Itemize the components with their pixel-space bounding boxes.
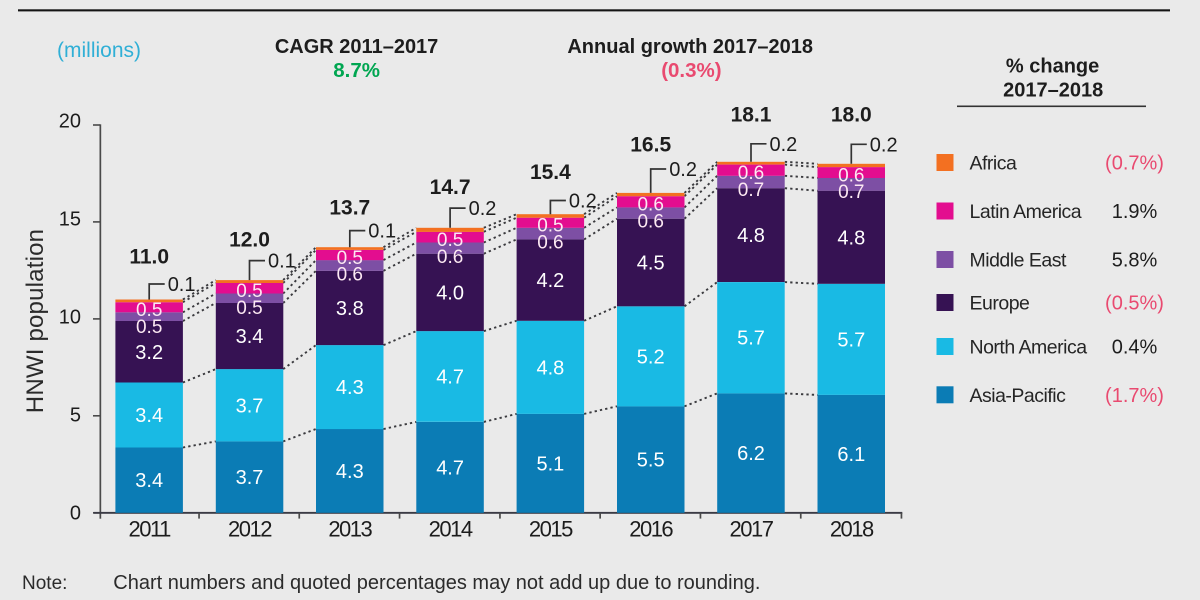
svg-text:0.2: 0.2 — [669, 159, 697, 181]
svg-text:0.1: 0.1 — [168, 274, 196, 296]
svg-text:0.5: 0.5 — [236, 298, 262, 319]
svg-text:2011: 2011 — [129, 517, 172, 542]
svg-text:(millions): (millions) — [57, 39, 141, 62]
svg-text:Annual growth 2017–2018: Annual growth 2017–2018 — [567, 36, 813, 58]
svg-text:5: 5 — [70, 405, 81, 427]
svg-text:5.1: 5.1 — [536, 453, 564, 475]
svg-text:0: 0 — [70, 503, 81, 525]
svg-text:4.3: 4.3 — [336, 377, 364, 399]
svg-text:2012: 2012 — [228, 517, 272, 542]
svg-text:11.0: 11.0 — [129, 246, 169, 269]
svg-text:18.0: 18.0 — [831, 103, 872, 126]
svg-text:5.8%: 5.8% — [1112, 250, 1158, 272]
svg-text:Middle East: Middle East — [970, 250, 1067, 272]
svg-text:5.7: 5.7 — [837, 329, 865, 351]
svg-text:0.6: 0.6 — [738, 163, 764, 184]
svg-text:12.0: 12.0 — [229, 229, 270, 252]
svg-text:3.2: 3.2 — [135, 342, 163, 364]
svg-text:5.5: 5.5 — [637, 450, 665, 472]
svg-text:2016: 2016 — [629, 517, 673, 542]
svg-text:0.2: 0.2 — [469, 198, 497, 220]
svg-text:14.7: 14.7 — [430, 176, 471, 199]
svg-text:2013: 2013 — [328, 517, 372, 542]
svg-text:0.2: 0.2 — [870, 134, 898, 156]
svg-text:20: 20 — [59, 111, 81, 133]
svg-text:2017–2018: 2017–2018 — [1003, 80, 1103, 102]
svg-text:0.4%: 0.4% — [1112, 337, 1158, 359]
svg-text:3.4: 3.4 — [135, 405, 163, 427]
svg-text:0.2: 0.2 — [770, 134, 798, 156]
svg-text:Africa: Africa — [970, 153, 1018, 175]
svg-text:2014: 2014 — [429, 517, 473, 542]
svg-text:4.8: 4.8 — [837, 227, 865, 249]
svg-text:4.5: 4.5 — [637, 253, 665, 275]
svg-text:0.6: 0.6 — [838, 165, 864, 186]
svg-text:HNWI population: HNWI population — [22, 229, 49, 413]
svg-text:0.6: 0.6 — [637, 212, 663, 233]
svg-text:3.8: 3.8 — [336, 298, 364, 320]
svg-text:0.5: 0.5 — [437, 230, 463, 251]
svg-text:2018: 2018 — [830, 517, 874, 542]
svg-text:(0.5%): (0.5%) — [1105, 293, 1164, 315]
svg-text:Asia-Pacific: Asia-Pacific — [970, 385, 1067, 407]
svg-text:(0.7%): (0.7%) — [1105, 153, 1164, 175]
svg-text:0.5: 0.5 — [236, 281, 262, 302]
svg-text:1.9%: 1.9% — [1112, 201, 1158, 223]
svg-text:16.5: 16.5 — [630, 134, 671, 157]
svg-text:3.7: 3.7 — [236, 467, 264, 489]
svg-text:0.5: 0.5 — [537, 216, 563, 237]
svg-text:3.7: 3.7 — [236, 395, 264, 417]
svg-text:4.8: 4.8 — [737, 225, 765, 247]
svg-text:3.4: 3.4 — [135, 470, 163, 492]
svg-text:4.2: 4.2 — [536, 270, 564, 292]
svg-text:0.7: 0.7 — [738, 180, 764, 201]
svg-text:0.2: 0.2 — [569, 191, 597, 213]
svg-text:Latin America: Latin America — [970, 201, 1082, 223]
svg-text:5.2: 5.2 — [637, 346, 665, 368]
svg-text:CAGR 2011–2017: CAGR 2011–2017 — [275, 36, 438, 58]
svg-text:North America: North America — [970, 337, 1088, 359]
svg-text:4.7: 4.7 — [436, 367, 464, 389]
svg-text:0.5: 0.5 — [136, 300, 162, 321]
svg-text:5.7: 5.7 — [737, 328, 765, 350]
svg-text:8.7%: 8.7% — [333, 59, 380, 82]
svg-text:0.6: 0.6 — [337, 265, 363, 286]
svg-text:% change: % change — [1006, 56, 1099, 78]
svg-text:15.4: 15.4 — [530, 161, 571, 184]
svg-text:0.6: 0.6 — [537, 232, 563, 253]
svg-text:3.4: 3.4 — [236, 326, 264, 348]
svg-text:4.8: 4.8 — [536, 357, 564, 379]
svg-text:2017: 2017 — [730, 517, 774, 542]
svg-text:0.1: 0.1 — [368, 221, 396, 243]
svg-text:(1.7%): (1.7%) — [1105, 385, 1164, 407]
svg-text:10: 10 — [59, 307, 81, 329]
svg-text:18.1: 18.1 — [731, 103, 772, 126]
svg-text:6.1: 6.1 — [837, 444, 865, 466]
svg-text:0.6: 0.6 — [637, 195, 663, 216]
svg-text:6.2: 6.2 — [737, 443, 765, 465]
svg-text:0.5: 0.5 — [136, 317, 162, 338]
svg-text:0.1: 0.1 — [268, 251, 296, 273]
svg-text:4.7: 4.7 — [436, 457, 464, 479]
svg-text:0.5: 0.5 — [337, 248, 363, 269]
svg-text:(0.3%): (0.3%) — [661, 59, 721, 82]
svg-text:0.7: 0.7 — [838, 182, 864, 203]
svg-text:0.6: 0.6 — [437, 247, 463, 268]
svg-text:13.7: 13.7 — [329, 197, 370, 220]
svg-text:Note:: Note: — [22, 573, 67, 594]
svg-text:Chart numbers and quoted perce: Chart numbers and quoted percentages may… — [113, 572, 760, 594]
svg-text:4.3: 4.3 — [336, 461, 364, 483]
svg-text:4.0: 4.0 — [436, 282, 464, 304]
svg-text:Europe: Europe — [970, 293, 1030, 315]
svg-text:2015: 2015 — [529, 517, 573, 542]
svg-text:15: 15 — [59, 209, 81, 231]
